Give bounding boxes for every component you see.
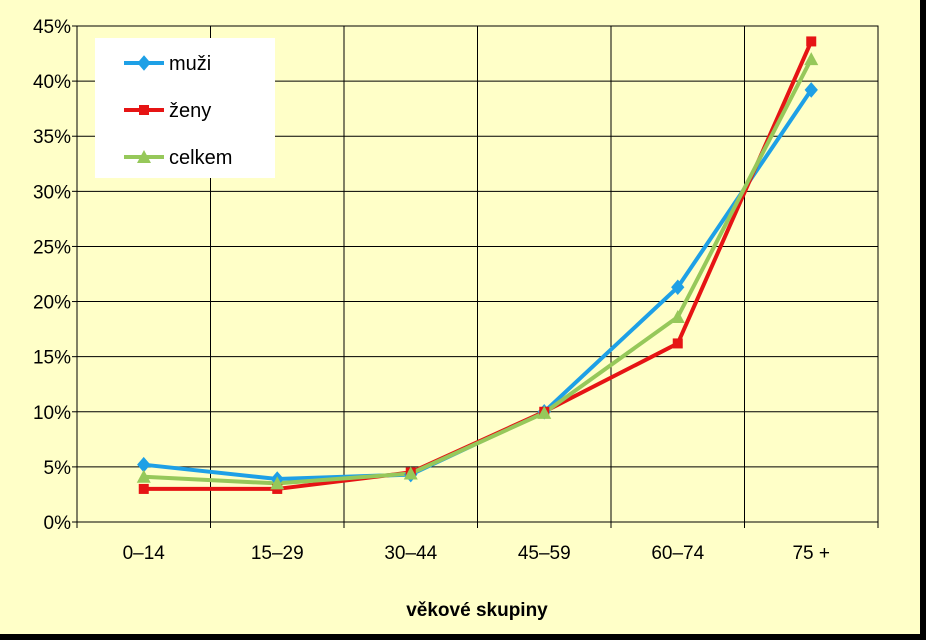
y-tick-label: 35%: [33, 127, 71, 148]
legend-label: ženy: [169, 100, 211, 122]
x-tick-label: 0–14: [123, 543, 166, 564]
data-point-2-3: [537, 405, 552, 419]
legend-marker: [137, 150, 151, 163]
y-tick-label: 40%: [33, 72, 71, 93]
y-axis-ticks: 0% 5% 10% 15% 20% 25% 30% 35% 40% 45%: [33, 17, 77, 534]
y-tick-label: 20%: [33, 293, 71, 314]
legend: muži ženy celkem: [124, 53, 232, 169]
x-tick-label: 30–44: [384, 543, 437, 564]
data-point-1-5: [806, 36, 817, 47]
legend-label: celkem: [169, 147, 232, 169]
data-point-0-5: [804, 82, 818, 98]
data-point-2-5: [804, 52, 819, 66]
y-tick-label: 5%: [44, 458, 72, 479]
series-markers: [136, 36, 819, 494]
x-tick-label: 60–74: [651, 543, 704, 564]
data-point-1-4: [672, 338, 683, 349]
data-point-2-0: [136, 469, 151, 483]
data-point-2-1: [270, 476, 285, 490]
x-axis-title: věkové skupiny: [406, 600, 548, 621]
x-axis-ticks: 0–14 15–29 30–44 45–59 60–74 75 +: [76, 522, 879, 564]
x-tick-label: 45–59: [518, 543, 571, 564]
x-tick-label: 15–29: [251, 543, 304, 564]
legend-marker: [139, 105, 149, 115]
legend-label: muži: [169, 53, 211, 75]
y-tick-label: 30%: [33, 182, 71, 203]
data-point-2-4: [670, 309, 685, 323]
y-tick-label: 45%: [33, 17, 71, 38]
data-point-1-0: [138, 483, 149, 494]
y-tick-label: 25%: [33, 237, 71, 258]
y-tick-label: 15%: [33, 348, 71, 369]
x-tick-label: 75 +: [792, 543, 830, 564]
y-tick-label: 10%: [33, 403, 71, 424]
legend-marker: [137, 55, 151, 71]
data-point-0-4: [671, 279, 685, 295]
series-lines: [143, 40, 814, 491]
data-point-2-2: [403, 466, 418, 480]
y-tick-label: 0%: [44, 513, 72, 534]
series-line-2: [143, 58, 814, 486]
